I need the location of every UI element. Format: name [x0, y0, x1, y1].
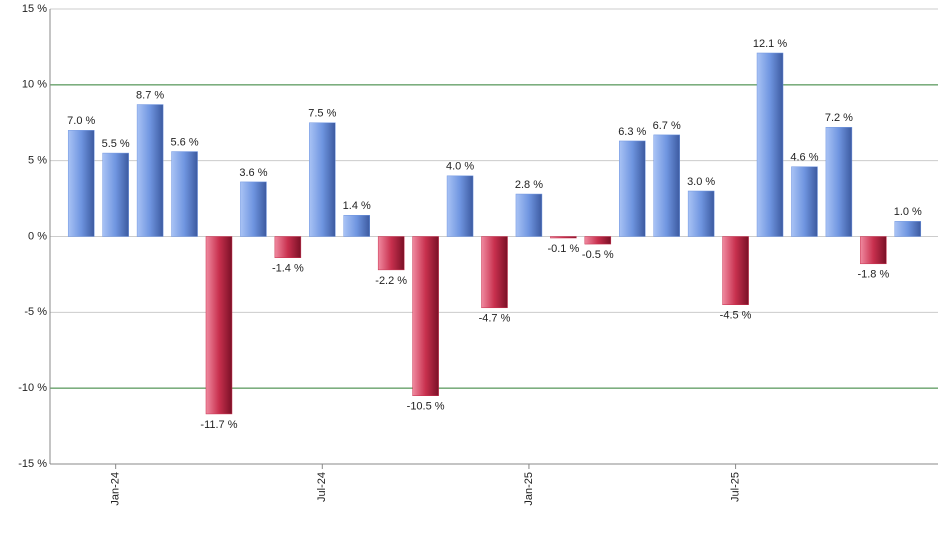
bar	[550, 236, 577, 239]
value-label: 5.6 %	[170, 136, 198, 148]
y-tick-label: 0 %	[28, 230, 47, 242]
value-label: 7.0 %	[67, 115, 95, 127]
bar	[756, 52, 784, 237]
y-tick-label: 10 %	[22, 79, 47, 91]
value-label: 1.0 %	[894, 206, 922, 218]
y-tick-label: -15 %	[18, 458, 47, 470]
value-label: 6.3 %	[618, 126, 646, 138]
bar	[377, 236, 405, 271]
bar	[653, 134, 680, 237]
y-tick-label: -5 %	[24, 306, 47, 318]
bar	[171, 151, 198, 237]
value-label: 4.6 %	[790, 152, 818, 164]
bar	[825, 127, 853, 237]
value-label: 12.1 %	[753, 38, 787, 50]
value-label: 1.4 %	[343, 200, 371, 212]
bar	[343, 215, 370, 237]
value-label: 3.6 %	[239, 167, 267, 179]
x-tick-label: Jan-25	[523, 472, 535, 506]
bar	[309, 122, 336, 237]
value-label: -11.7 %	[200, 419, 237, 431]
value-label: 4.0 %	[446, 161, 474, 173]
y-tick-label: 5 %	[28, 155, 47, 167]
y-tick-label: -10 %	[18, 382, 47, 394]
value-label: 5.5 %	[102, 138, 130, 150]
x-tick-label: Jul-24	[316, 472, 328, 502]
bar	[860, 236, 887, 265]
value-label: 3.0 %	[687, 176, 715, 188]
value-label: -1.8 %	[857, 269, 889, 281]
value-label: -4.5 %	[720, 310, 752, 322]
bar	[791, 166, 818, 237]
bar	[412, 236, 439, 396]
bar	[481, 236, 508, 309]
bar	[515, 193, 543, 237]
bar	[67, 130, 95, 237]
bar	[446, 175, 474, 237]
value-label: -4.7 %	[479, 313, 511, 325]
value-label: 2.8 %	[515, 179, 543, 191]
value-label: 6.7 %	[653, 120, 681, 132]
bar	[894, 221, 922, 237]
bar	[205, 236, 233, 415]
bar	[687, 190, 715, 237]
x-tick-label: Jul-25	[729, 472, 741, 502]
bar	[136, 104, 164, 237]
y-tick-label: 15 %	[22, 3, 47, 15]
bar	[619, 140, 646, 237]
value-label: -10.5 %	[407, 401, 445, 413]
value-label: 7.2 %	[825, 112, 853, 124]
value-label: -0.1 %	[547, 243, 579, 255]
bar	[274, 236, 302, 258]
bar	[584, 236, 612, 245]
bar	[722, 236, 749, 305]
value-label: 8.7 %	[136, 89, 164, 101]
bar	[102, 152, 129, 237]
value-label: -2.2 %	[375, 275, 407, 287]
value-label: -0.5 %	[582, 249, 614, 261]
x-tick-label: Jan-24	[110, 472, 122, 506]
value-label: -1.4 %	[272, 263, 304, 275]
value-label: 7.5 %	[308, 108, 336, 120]
bar	[240, 181, 267, 237]
